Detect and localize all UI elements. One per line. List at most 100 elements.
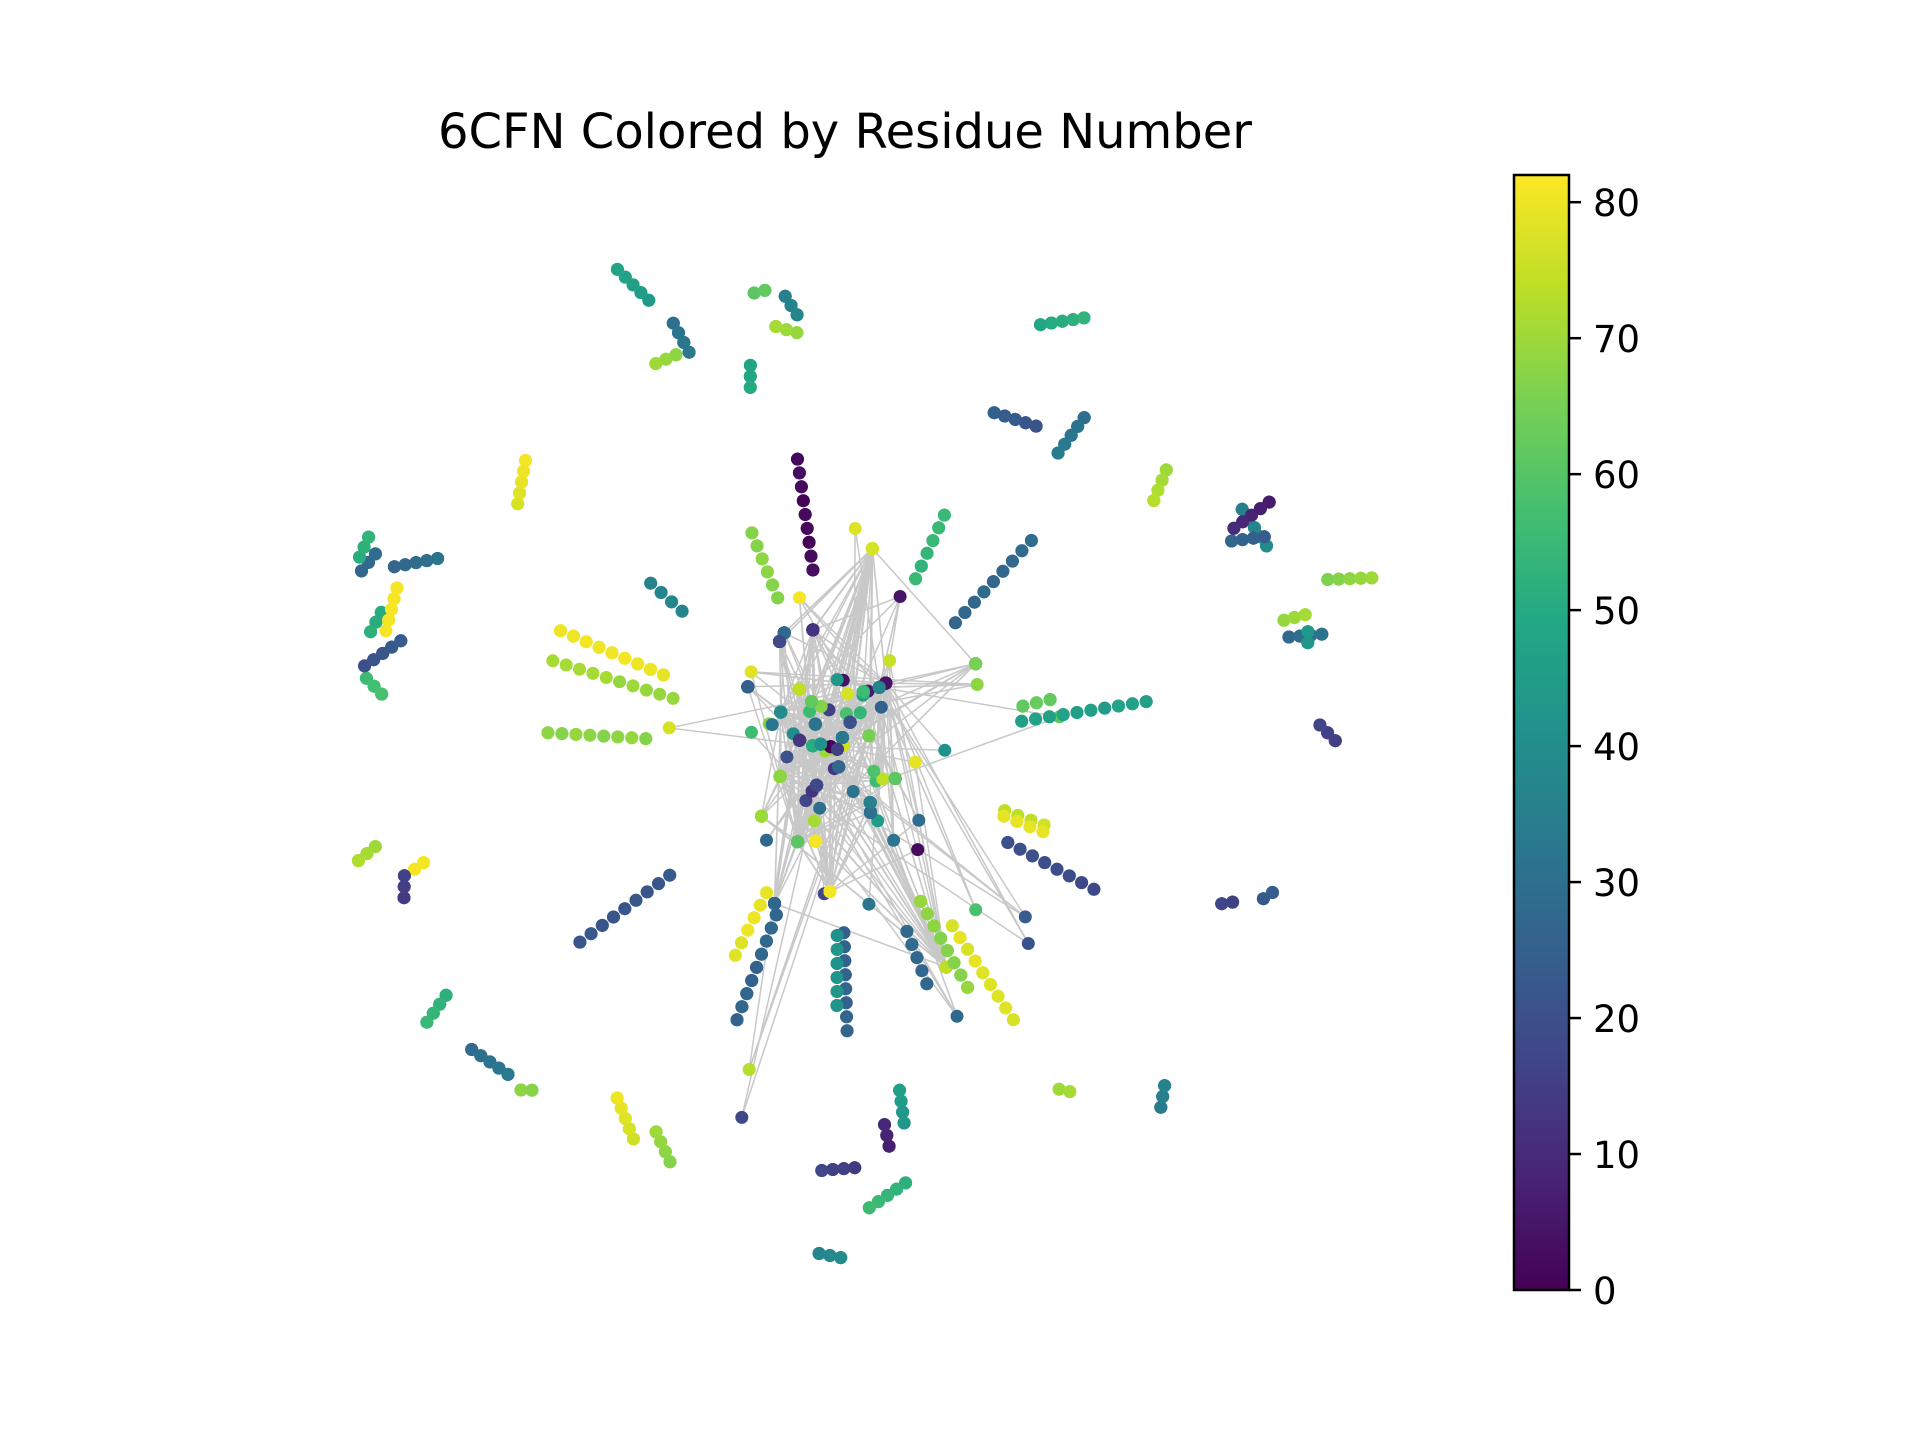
network-node [948,616,962,630]
network-node [605,646,619,660]
network-node [382,613,396,627]
network-node [743,369,757,383]
network-node [1071,419,1085,433]
network-node [358,659,372,673]
network-node [639,732,653,746]
network-node [830,742,844,756]
network-node [1256,892,1270,906]
network-node [1023,820,1037,834]
network-edge [796,841,831,892]
network-node [760,565,774,579]
network-node [659,352,673,366]
network-node [599,671,613,684]
network-node [397,891,411,905]
network-node [663,868,677,882]
network-node [735,936,748,950]
network-node [663,1155,677,1169]
network-node [1225,534,1239,548]
network-edge [778,641,831,892]
network-edge [812,629,864,693]
network-node [830,971,844,984]
network-node [759,934,773,948]
colorbar-gradient [1512,173,1571,1292]
network-node [1062,869,1076,883]
network-node [1030,696,1043,710]
network-node [417,856,431,870]
network-node [804,549,818,563]
network-node [426,1006,440,1020]
network-node [853,706,867,720]
network-node [912,813,926,827]
network-node [610,262,624,276]
network-edge [773,841,799,904]
network-node [1343,572,1357,586]
network-node [766,578,779,592]
network-node [541,726,555,740]
network-node [880,1128,894,1142]
network-edge [879,686,1060,718]
network-node [874,700,888,714]
network-node [863,796,877,809]
network-node [793,733,807,747]
network-node [1235,502,1249,516]
network-node [644,576,658,590]
colorbar-ticks: 0 10 20 30 40 50 60 70 80 [1569,182,1640,1313]
network-node [639,683,653,697]
network-node [362,530,376,544]
network-node [644,662,657,676]
network-edge [885,682,946,751]
network-node [368,547,382,561]
network-node [1038,856,1052,870]
network-node [832,760,846,774]
network-node [1332,572,1346,586]
colorbar-tick-label: 0 [1593,1270,1617,1313]
network-node [1025,849,1039,863]
network-node [986,575,1000,589]
network-edge [780,711,840,768]
network-node [1125,697,1139,711]
network-node [1018,910,1032,924]
network-node [353,550,366,564]
network-node [397,880,411,894]
network-node [597,729,611,743]
network-node [1282,630,1296,644]
network-node [915,964,929,978]
network-node [800,521,814,535]
colorbar-tick-label: 50 [1593,590,1640,633]
network-edge [829,548,874,747]
network-node [1056,708,1070,722]
network-node [747,911,761,925]
network-node [934,931,948,945]
network-node [792,466,806,480]
network-node [1066,313,1080,327]
network-edge [773,629,814,904]
network-node [790,308,804,322]
network-node [1301,625,1315,639]
network-edge [798,597,880,688]
network-node [812,1247,826,1260]
network-node [1227,521,1241,535]
network-node [1051,446,1065,460]
network-node [741,680,755,694]
network-node [996,564,1010,578]
network-node [586,666,600,680]
network-node [1043,693,1057,707]
network-node [987,406,1001,420]
network-node [808,717,822,731]
network-edge [829,802,871,892]
network-node [1147,494,1161,507]
network-node [976,966,990,980]
network-node [1063,1085,1077,1099]
network-node [910,951,924,965]
network-node [830,985,844,998]
network-node [791,452,804,466]
network-node [841,687,855,701]
network-node [938,743,952,757]
network-node [896,1105,910,1119]
network-node [666,316,680,330]
network-node [625,731,639,745]
network-node [911,843,925,857]
network-edge [871,548,977,665]
colorbar-tick-label: 70 [1593,318,1640,361]
